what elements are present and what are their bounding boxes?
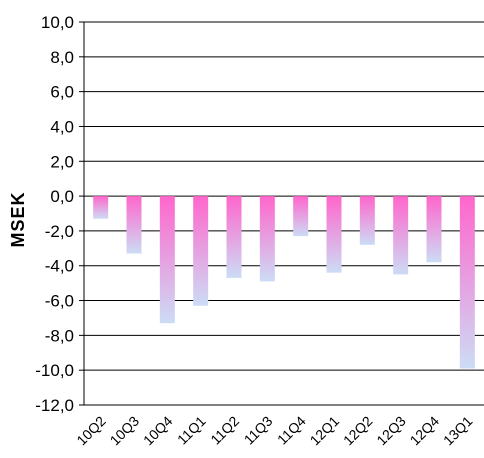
bar-10Q2: [93, 196, 109, 219]
x-tick-labels: 10Q210Q310Q411Q111Q211Q311Q412Q112Q212Q3…: [73, 413, 475, 449]
y-tick-label: 8,0: [50, 48, 74, 67]
y-tick-label: -12,0: [35, 396, 74, 415]
y-tick-label: 4,0: [50, 117, 74, 136]
x-tick-label: 13Q1: [440, 413, 476, 449]
y-tick-label: -10,0: [35, 361, 74, 380]
bar-11Q3: [259, 196, 275, 282]
x-tick-label: 11Q1: [174, 413, 209, 448]
bar-12Q4: [426, 196, 442, 263]
axes: [79, 21, 85, 406]
bar-10Q3: [126, 196, 142, 254]
bar-11Q4: [293, 196, 309, 237]
y-tick-label: -4,0: [45, 257, 74, 276]
y-axis-title: MSEK: [8, 191, 28, 247]
x-tick-label: 10Q2: [73, 413, 109, 449]
y-tick-label: 6,0: [50, 83, 74, 102]
y-tick-label: -2,0: [45, 222, 74, 241]
x-tick-label: 11Q2: [207, 413, 242, 448]
bar-10Q4: [159, 196, 175, 324]
bar-12Q3: [393, 196, 409, 275]
y-tick-label: 10,0: [41, 13, 74, 32]
bar-11Q1: [193, 196, 209, 306]
y-tick-label: 2,0: [50, 152, 74, 171]
x-tick-label: 12Q1: [307, 413, 343, 449]
y-tick-labels: 10,0 8,0 6,0 4,0 2,0 0,0 -2,0 -4,0 -6,0 -8,0 -10,0…: [35, 13, 74, 415]
gridlines: [84, 21, 484, 406]
x-tick-label: 12Q2: [340, 413, 376, 449]
x-tick-label: 12Q3: [373, 413, 409, 449]
y-tick-label: -6,0: [45, 292, 74, 311]
bar-13Q1: [459, 196, 475, 369]
x-tick-label: 11Q3: [241, 413, 276, 448]
bar-11Q2: [226, 196, 242, 278]
x-tick-label: 12Q4: [407, 413, 443, 449]
x-tick-label: 10Q4: [140, 413, 176, 449]
bar-12Q1: [326, 196, 342, 273]
x-tick-label: 11Q4: [274, 413, 309, 448]
y-tick-label: 0,0: [50, 187, 74, 206]
bars: [93, 196, 475, 369]
bar-12Q2: [359, 196, 375, 245]
x-tick-label: 10Q3: [107, 413, 143, 449]
y-tick-label: -8,0: [45, 326, 74, 345]
